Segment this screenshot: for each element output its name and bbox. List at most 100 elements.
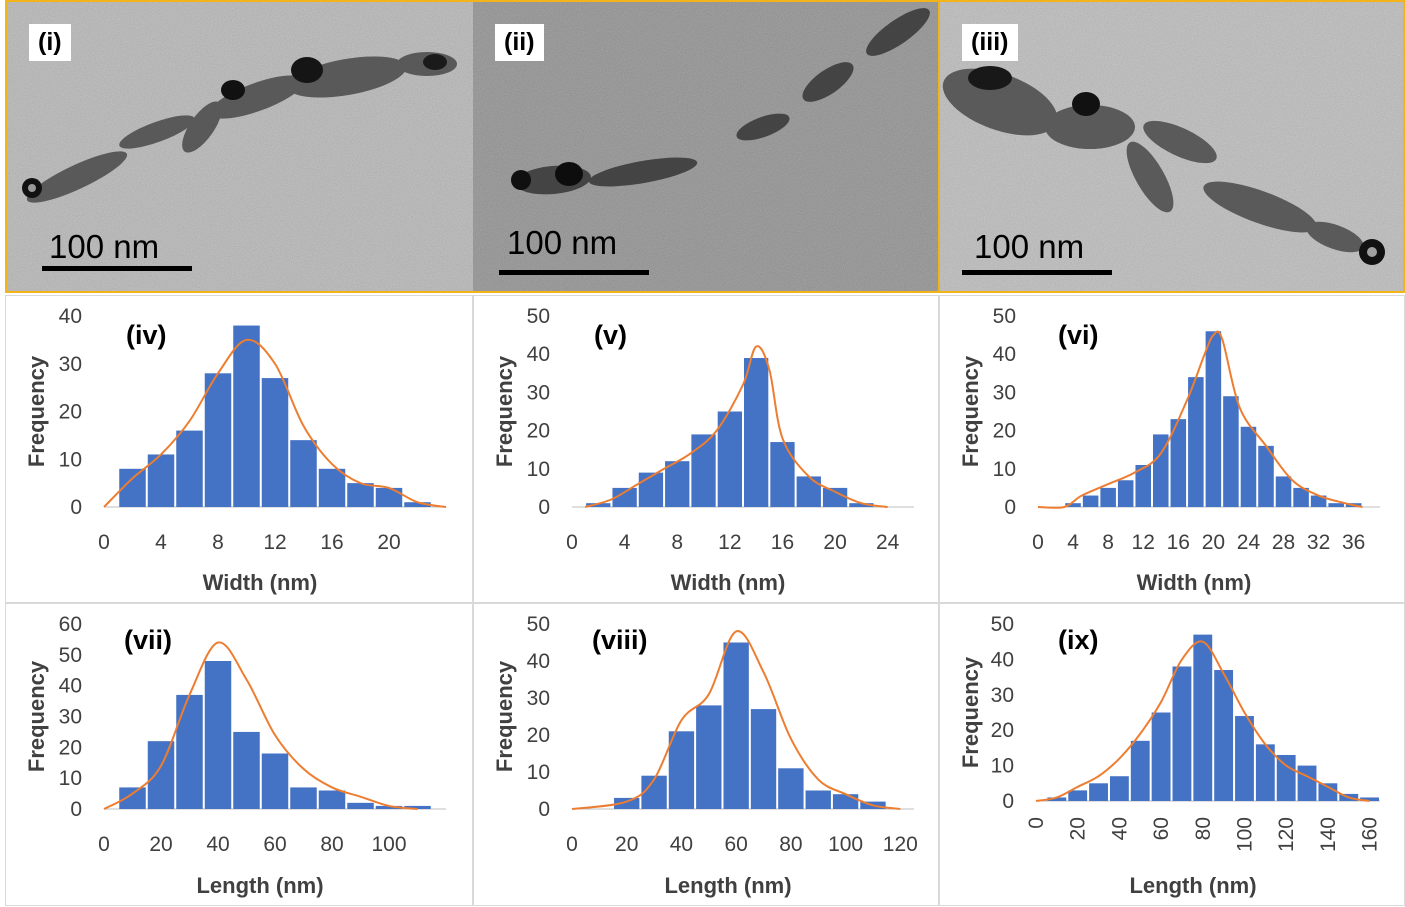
y-tick-label: 0	[538, 798, 550, 821]
histogram-bar	[1068, 790, 1088, 801]
x-tick-label: 4	[155, 531, 167, 554]
x-tick-label: 100	[371, 833, 406, 856]
distribution-curve	[103, 641, 418, 810]
histogram-bar	[832, 794, 859, 809]
histogram-bar	[805, 790, 831, 809]
histogram-chart-vii: 0 10 20 30 40 50 60 0 20 40 60 80 100 Length (nm) Freq…	[24, 613, 446, 898]
scale-bar-text: 100 nm	[974, 228, 1085, 265]
x-tick-label: 100	[828, 833, 863, 856]
histogram-bar	[691, 434, 716, 507]
tem-label: (ii)	[495, 24, 544, 61]
x-tick-label: 120	[883, 833, 918, 856]
histogram-bar	[1276, 754, 1296, 801]
histogram-bar	[1255, 744, 1275, 801]
tem-image-i: (i) 100 nm	[5, 0, 475, 293]
x-tick-label: 32	[1307, 531, 1330, 554]
x-tick-label: 16	[1167, 531, 1190, 554]
y-tick-label: 10	[991, 755, 1014, 778]
histogram-bar	[290, 440, 317, 507]
y-tick-label: 20	[993, 420, 1016, 443]
y-tick-label: 0	[70, 798, 82, 821]
histogram-bar	[290, 787, 317, 809]
x-tick-label: 80	[320, 833, 343, 856]
x-tick-label: 16	[320, 531, 343, 554]
tem-micrograph-iii	[940, 2, 1403, 291]
histogram-bar	[404, 805, 431, 809]
y-tick-label: 0	[1002, 790, 1014, 813]
histogram-bar	[347, 483, 374, 507]
histogram-bar	[176, 694, 203, 809]
y-tick-label: 50	[527, 305, 550, 328]
histogram-bar	[119, 787, 146, 809]
x-tick-label: 100	[1233, 817, 1256, 852]
histogram-bar	[318, 468, 346, 507]
y-axis-title: Frequency	[492, 355, 517, 467]
histogram-bar	[261, 753, 289, 809]
tem-label: (iii)	[962, 24, 1018, 61]
y-tick-label: 50	[59, 644, 82, 667]
x-axis-title: Length (nm)	[1129, 873, 1256, 898]
histogram-bar	[1188, 377, 1204, 507]
histogram-bar	[1293, 487, 1309, 507]
panel-label: (vii)	[124, 625, 172, 655]
x-tick-label: 20	[823, 531, 846, 554]
histogram-bar	[750, 709, 777, 809]
histogram-bar	[1153, 434, 1169, 507]
tem-image-iii: (iii) 100 nm	[938, 0, 1405, 293]
histogram-bar	[1172, 666, 1192, 801]
x-tick-label: 12	[718, 531, 741, 554]
y-tick-label: 0	[70, 496, 82, 519]
histogram-bar	[1089, 783, 1108, 801]
y-tick-label: 30	[991, 684, 1014, 707]
y-tick-label: 50	[527, 613, 550, 636]
x-tick-label: 4	[619, 531, 631, 554]
y-tick-label: 30	[527, 687, 550, 710]
histogram-bar	[641, 775, 667, 809]
histogram-bar	[612, 487, 637, 507]
histogram-bar	[261, 378, 289, 507]
y-tick-label: 30	[59, 706, 82, 729]
x-tick-label: 60	[1150, 817, 1173, 840]
histogram-bar	[404, 502, 431, 507]
y-tick-label: 20	[527, 420, 550, 443]
x-tick-label: 8	[671, 531, 683, 554]
histogram-chart-viii: 0 10 20 30 40 50 0 20 40 60 80 100 120 Length (nm) Fre…	[492, 613, 918, 898]
histogram-bar	[375, 805, 403, 809]
x-axis-title: Width (nm)	[203, 570, 318, 595]
panel-label: (v)	[594, 320, 627, 350]
histogram-bar	[1135, 464, 1151, 507]
histogram-bar	[1275, 476, 1292, 507]
histogram-bar	[696, 705, 722, 809]
histogram-bar	[1240, 426, 1257, 507]
histogram-panel-viii: 0 10 20 30 40 50 0 20 40 60 80 100 120 Length (nm) Fre…	[473, 603, 939, 906]
y-tick-label: 10	[993, 458, 1016, 481]
tem-image-ii: (ii) 100 nm	[473, 0, 941, 293]
x-tick-label: 80	[779, 833, 802, 856]
histogram-bar	[665, 461, 690, 507]
x-tick-label: 120	[1275, 817, 1298, 852]
histogram-panel-vi: 0 10 20 30 40 50 0 4 8 12 16 20 24 28 32 36 Width (nm) Fr…	[939, 295, 1405, 603]
x-tick-label: 20	[149, 833, 172, 856]
scale-bar	[499, 270, 649, 275]
distribution-curve	[1035, 640, 1370, 802]
histogram-bar	[770, 442, 795, 507]
x-tick-label: 28	[1272, 531, 1295, 554]
y-tick-label: 40	[993, 343, 1016, 366]
histogram-bar	[1235, 716, 1254, 801]
x-tick-label: 0	[98, 833, 110, 856]
y-tick-label: 20	[991, 719, 1014, 742]
histogram-bar	[638, 472, 664, 507]
tem-label: (i)	[29, 24, 71, 61]
x-tick-label: 24	[1237, 531, 1261, 554]
distribution-curve	[103, 338, 447, 508]
y-tick-label: 20	[59, 401, 82, 424]
histogram-bar	[1100, 487, 1116, 507]
y-tick-label: 60	[59, 613, 82, 636]
x-tick-label: 20	[1067, 817, 1090, 840]
x-tick-label: 8	[212, 531, 224, 554]
scale-bar	[42, 266, 192, 271]
histogram-bar	[586, 503, 611, 507]
histogram-bar	[347, 802, 374, 809]
histogram-bar	[147, 741, 175, 809]
histogram-bar	[717, 411, 742, 507]
